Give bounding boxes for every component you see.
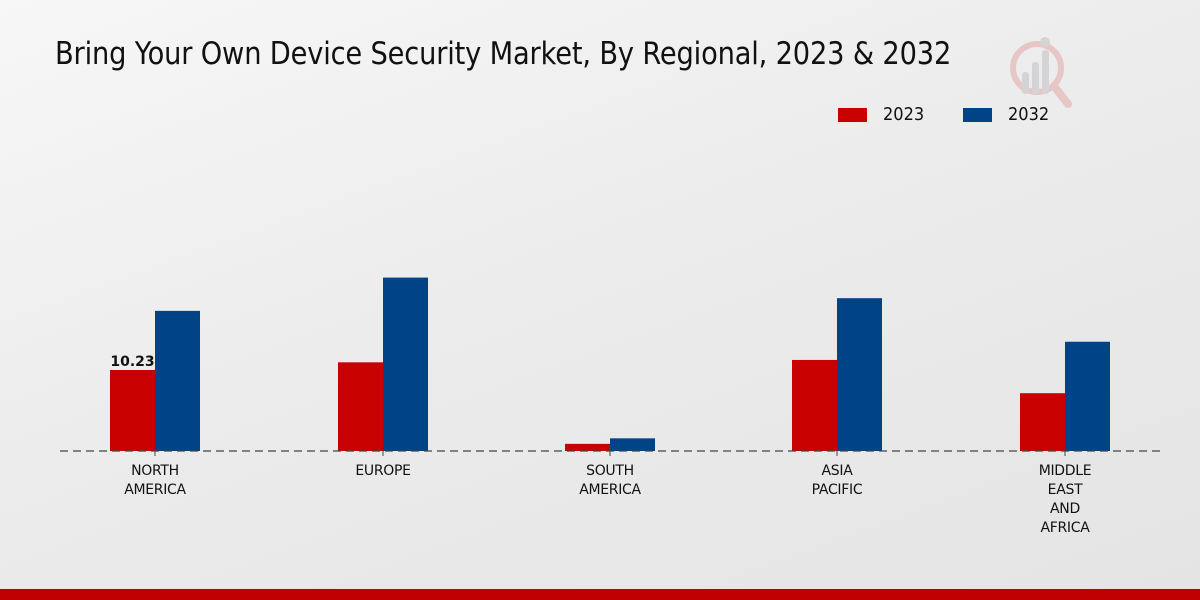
bar-2023-europe <box>338 362 383 451</box>
footer-bar <box>0 589 1200 600</box>
legend-item-2023: 2023 <box>838 104 929 125</box>
legend-label-2023: 2023 <box>883 104 925 125</box>
legend-label-2032: 2032 <box>1007 104 1050 125</box>
bar-2032-north-america <box>155 310 200 451</box>
legend-item-2032: 2032 <box>962 104 1054 125</box>
x-tick-label: EUROPE <box>355 463 410 479</box>
bar-2032-asia-pacific <box>837 298 882 451</box>
chart-legend: 2023 2032 <box>838 104 1088 125</box>
x-tick-label: MIDDLE EAST AND AFRICA <box>1039 463 1092 536</box>
legend-swatch-2032 <box>962 107 992 122</box>
legend-swatch-2023 <box>838 107 867 122</box>
x-tick-label: ASIA PACIFIC <box>812 463 863 498</box>
x-tick-label: NORTH AMERICA <box>124 463 186 498</box>
bar-2032-middle-east-and-africa <box>1065 341 1110 451</box>
bar-2023-north-america <box>110 370 155 451</box>
bar-2023-middle-east-and-africa <box>1020 393 1065 451</box>
chart-title: Bring Your Own Device Security Market, B… <box>55 36 952 72</box>
bar-2023-south-america <box>565 443 610 451</box>
data-label: 10.23 <box>110 354 154 370</box>
bar-2032-south-america <box>610 438 655 451</box>
magnifier-bar-chart-icon <box>1010 32 1074 116</box>
bar-2032-europe <box>383 277 428 451</box>
bar-2023-asia-pacific <box>792 359 837 451</box>
x-tick-label: SOUTH AMERICA <box>579 463 641 498</box>
